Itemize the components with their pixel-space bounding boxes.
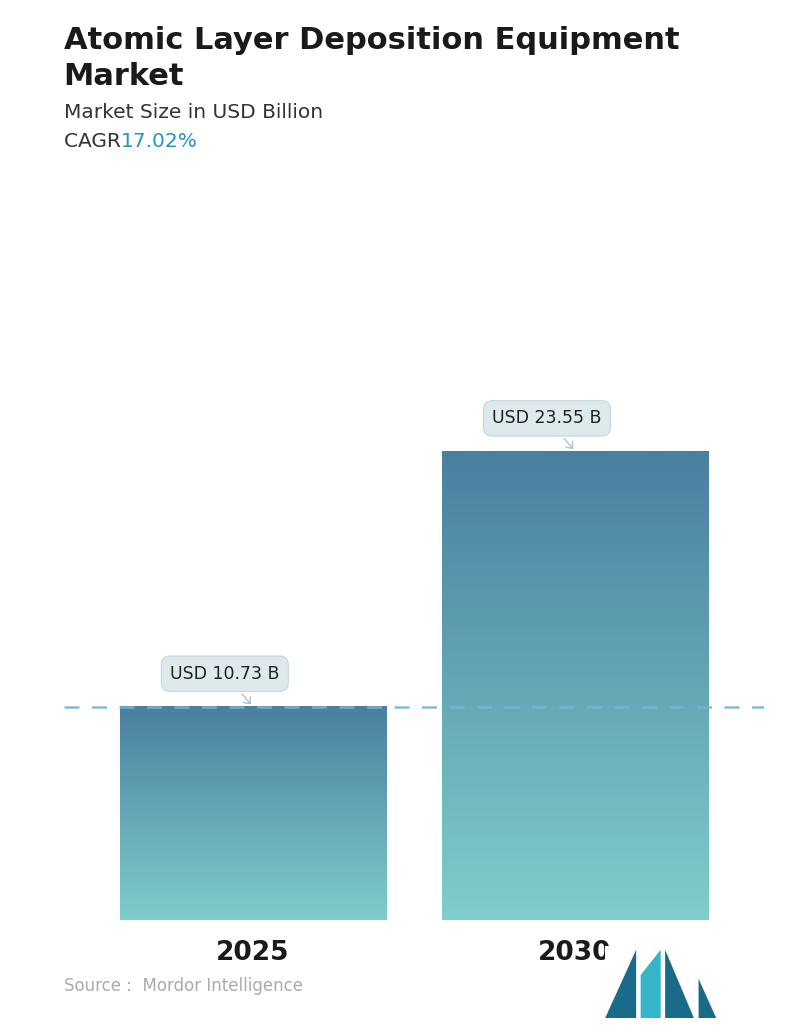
Text: Atomic Layer Deposition Equipment: Atomic Layer Deposition Equipment: [64, 26, 679, 55]
Text: 17.02%: 17.02%: [121, 132, 198, 151]
Text: Market: Market: [64, 62, 184, 91]
Text: CAGR: CAGR: [64, 132, 133, 151]
Text: USD 23.55 B: USD 23.55 B: [492, 409, 602, 449]
Polygon shape: [641, 949, 661, 1018]
Polygon shape: [665, 949, 694, 1018]
Polygon shape: [699, 978, 716, 1018]
Text: USD 10.73 B: USD 10.73 B: [170, 665, 279, 704]
Text: Market Size in USD Billion: Market Size in USD Billion: [64, 103, 323, 122]
Polygon shape: [605, 949, 636, 1018]
Text: Source :  Mordor Intelligence: Source : Mordor Intelligence: [64, 977, 302, 995]
